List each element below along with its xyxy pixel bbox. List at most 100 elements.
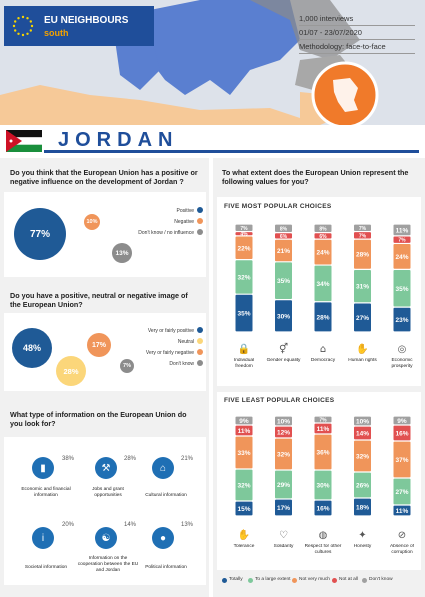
bar-label-4-5: 10%: [356, 419, 369, 426]
bar-label-4-3: 32%: [356, 454, 369, 461]
bar-segment-don-t-know-5: [393, 224, 411, 236]
chart-icon: ▮: [32, 457, 54, 479]
bar-label-4-3: 28%: [356, 252, 369, 259]
bar-label-4-4: 7%: [359, 233, 367, 239]
bar-label-1-3: 33%: [237, 450, 250, 457]
bar-label-1-5: 7%: [240, 226, 248, 232]
bar-segment-totally-3: [314, 500, 332, 516]
bar-label-5-4: 16%: [395, 431, 408, 438]
q2-legend-neutral-dot: [197, 338, 203, 344]
q3-item4-label: Societal information: [24, 565, 68, 570]
bar-segment-don-t-know-5: [393, 416, 411, 425]
bar-segment-totally-4: [354, 498, 371, 516]
bar-label-5-5: 9%: [397, 418, 407, 425]
bar-label-4-2: 26%: [356, 483, 369, 490]
legend-dot-5: [362, 578, 367, 583]
bar-segment-not-very-much-1: [235, 436, 253, 469]
bar-segment-to-a-large-extent-2: [275, 470, 292, 499]
category-label-4: Human rights: [348, 358, 377, 363]
bar-segment-not-very-much-5: [393, 244, 411, 269]
bar-label-3-2: 30%: [316, 483, 329, 490]
q3-item3-value: 21%: [181, 456, 194, 462]
q3-item6-label: Political information: [145, 565, 187, 570]
legend-dot-4: [332, 578, 337, 583]
popular-chart: 35%32%22%4%7%Individual freedom🔒30%35%21…: [234, 224, 413, 369]
bar-label-3-4: 6%: [319, 234, 327, 240]
bar-label-1-5: 9%: [239, 418, 249, 425]
header-map: EU NEIGHBOURS south 1,000 interviews 01/…: [0, 0, 425, 125]
handshake-icon: ✦: [358, 530, 366, 541]
bar-segment-to-a-large-extent-3: [314, 470, 332, 500]
q2-legend-dontknow: Don't know: [169, 361, 194, 367]
q4-question: To what extent does the European Union r…: [222, 168, 409, 186]
category-label-2: Gender equality: [267, 358, 301, 363]
eu-flag-icon: [8, 11, 38, 41]
bar-segment-not-at-all-3: [314, 423, 332, 434]
category-label-2: Solidarity: [274, 544, 294, 549]
bar-label-1-4: 11%: [238, 428, 251, 435]
bar-label-4-1: 18%: [356, 505, 369, 512]
bar-segment-not-at-all-1: [235, 425, 253, 436]
q3-item2-label: Jobs and grant opportunities: [92, 487, 124, 498]
bar-label-3-1: 28%: [316, 314, 329, 321]
q2-dontknow-bubble: 7%: [120, 359, 134, 373]
bar-label-2-3: 21%: [277, 248, 290, 255]
bar-segment-totally-1: [235, 501, 253, 516]
legend-label-5: Don't know: [369, 577, 393, 582]
parliament-icon: ⌂: [320, 344, 326, 355]
bar-segment-totally-5: [393, 307, 411, 332]
bar-label-3-3: 24%: [316, 250, 329, 257]
legend-label-4: Not at all: [339, 577, 358, 582]
bar-label-3-1: 16%: [316, 506, 329, 513]
bar-segment-totally-5: [393, 505, 411, 516]
meta-method: Methodology: face-to-face: [299, 40, 415, 54]
bar-segment-totally-2: [275, 300, 292, 332]
person-icon: ●: [152, 527, 174, 549]
q2-legend-negative: Very or fairly negative: [145, 350, 194, 356]
category-label-3: Respect for other cultures: [305, 544, 342, 555]
brand-subtitle: south: [44, 28, 69, 38]
bar-label-2-2: 29%: [277, 482, 290, 489]
bar-segment-don-t-know-4: [354, 416, 371, 426]
q1-legend-negative: Negative: [174, 219, 194, 225]
tools-icon: ⚒: [95, 457, 117, 479]
meta-interviews: 1,000 interviews: [299, 12, 415, 26]
q1-legend-positive-dot: [197, 207, 203, 213]
bar-segment-to-a-large-extent-5: [393, 269, 411, 307]
q3-item5-value: 14%: [124, 522, 137, 528]
bar-label-3-3: 36%: [316, 450, 329, 457]
rights-icon: ✋: [356, 342, 368, 355]
q1-positive-bubble: 77%: [14, 208, 66, 260]
bar-segment-don-t-know-1: [235, 224, 253, 231]
bar-label-1-1: 15%: [237, 506, 250, 513]
q2-negative-bubble: 17%: [87, 333, 111, 357]
bar-segment-don-t-know-2: [275, 224, 292, 233]
q2-positive-bubble: 48%: [12, 328, 52, 368]
bar-segment-to-a-large-extent-1: [235, 469, 253, 501]
q1-negative-bubble: 10%: [84, 214, 100, 230]
country-title: JORDAN: [58, 129, 179, 151]
brand-box: EU NEIGHBOURS south: [4, 6, 154, 46]
bar-segment-to-a-large-extent-4: [354, 472, 371, 498]
handshake-icon: ☯: [95, 527, 117, 549]
bar-segment-not-at-all-2: [275, 233, 292, 239]
q1-legend-negative-dot: [197, 218, 203, 224]
bar-segment-not-very-much-3: [314, 434, 332, 470]
q2-legend-neutral: Neutral: [177, 339, 194, 345]
info-icon: i: [32, 527, 54, 549]
bar-label-4-2: 31%: [356, 284, 369, 291]
bar-segment-totally-3: [314, 302, 332, 332]
bar-label-1-3: 22%: [237, 245, 250, 252]
bar-label-5-1: 11%: [396, 508, 409, 515]
bar-label-4-1: 27%: [356, 315, 369, 322]
category-label-5: Absence of corruption: [390, 544, 414, 555]
q2-question: Do you have a positive, neutral or negat…: [10, 291, 188, 309]
bar-segment-not-at-all-5: [393, 236, 411, 243]
bar-segment-not-at-all-4: [354, 232, 371, 239]
bar-label-5-3: 24%: [395, 254, 408, 261]
bar-label-5-2: 35%: [395, 286, 408, 293]
bar-segment-to-a-large-extent-2: [275, 262, 292, 299]
q2-legend-positive-dot: [197, 327, 203, 333]
q2-legend-dontknow-dot: [197, 360, 203, 366]
category-label-5: Economic prosperity: [391, 358, 412, 369]
